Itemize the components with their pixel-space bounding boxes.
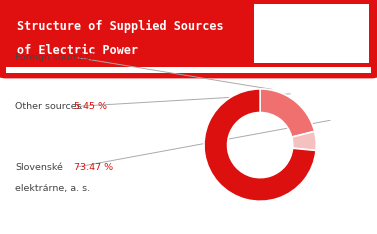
Text: of Electric Power: of Electric Power <box>17 44 138 57</box>
Bar <box>6 0 371 67</box>
Text: 73.47 %: 73.47 % <box>74 163 113 172</box>
Text: 5.45 %: 5.45 % <box>74 102 107 111</box>
Text: Slovenské: Slovenské <box>15 163 63 172</box>
Text: 21.08 %: 21.08 % <box>74 53 112 62</box>
Text: Other sources: Other sources <box>15 102 82 111</box>
Wedge shape <box>260 89 314 137</box>
FancyBboxPatch shape <box>0 0 377 78</box>
Bar <box>6 58 371 69</box>
Bar <box>6 58 371 73</box>
Wedge shape <box>204 89 316 201</box>
Text: Foreign sources: Foreign sources <box>15 53 90 62</box>
Bar <box>254 4 369 63</box>
Text: elektrárne, a. s.: elektrárne, a. s. <box>15 184 90 193</box>
Text: Structure of Supplied Sources: Structure of Supplied Sources <box>17 20 224 33</box>
Wedge shape <box>292 131 316 150</box>
